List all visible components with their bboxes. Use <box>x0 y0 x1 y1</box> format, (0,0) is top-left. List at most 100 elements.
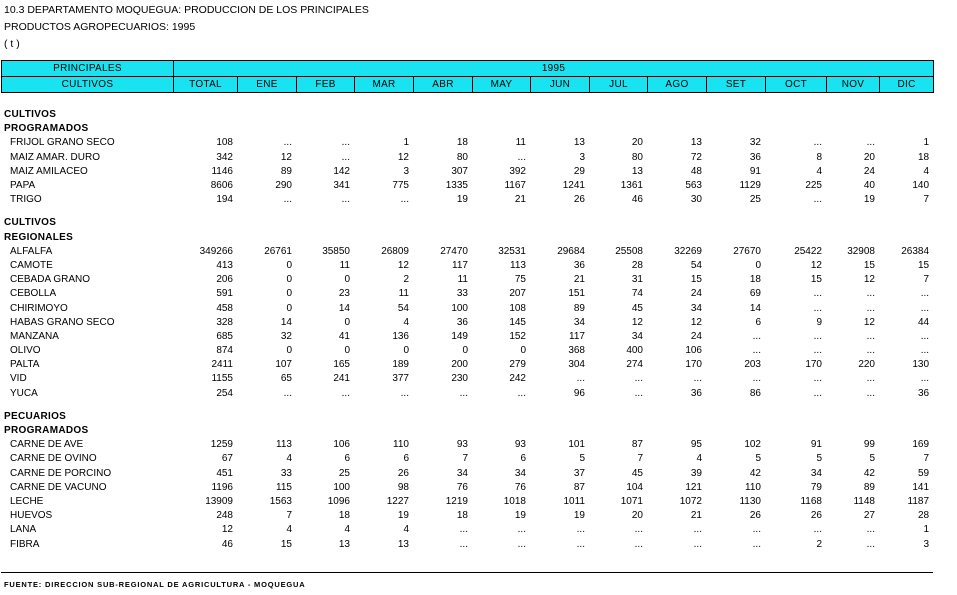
cell-set: 0 <box>755 259 761 271</box>
cell-set: 27670 <box>733 245 761 257</box>
cell-total: 248 <box>216 510 233 522</box>
cell-mar: ... <box>400 194 409 206</box>
cell-feb: 35850 <box>322 245 350 257</box>
section-heading-row: PROGRAMADOS <box>1 122 933 136</box>
table-row: CARNE DE AVE 1259 113 106 110 93 93 101 87 95 102 9… <box>1 438 933 452</box>
cell-dic: 130 <box>912 359 930 371</box>
cell-dic: 36 <box>917 387 930 399</box>
section-heading-row: CULTIVOS <box>1 216 933 230</box>
cell-ago: 54 <box>690 259 702 271</box>
cell-mar: 136 <box>392 330 409 342</box>
cell-set: ... <box>752 330 761 342</box>
cell-oct: 91 <box>810 439 822 451</box>
cell-total: 328 <box>216 316 233 328</box>
cell-ene: 0 <box>286 345 292 357</box>
cell-dic: 28 <box>917 510 930 522</box>
cell-jul: 274 <box>626 359 643 371</box>
cell-oct: ... <box>813 345 822 357</box>
cell-jul: ... <box>634 387 643 399</box>
cell-nov: ... <box>866 330 875 342</box>
cell-set: 14 <box>749 302 761 314</box>
table-row: CARNE DE PORCINO 451 33 25 26 34 34 37 45 39 42 34 4… <box>1 467 933 481</box>
cell-nov: 20 <box>863 151 875 163</box>
cell-jun: 1011 <box>563 495 585 507</box>
cell-jul: 87 <box>631 439 643 451</box>
cell-dic: 1 <box>923 137 930 149</box>
cell-jul: ... <box>634 538 643 550</box>
cell-oct: ... <box>813 137 822 149</box>
cell-ene: 290 <box>275 180 292 192</box>
cell-mar: 1227 <box>386 495 409 507</box>
cell-mar: 12 <box>397 151 409 163</box>
cell-ene: ... <box>283 194 292 206</box>
cell-may: 108 <box>509 302 526 314</box>
cell-jul: 20 <box>631 510 643 522</box>
cell-total: 108 <box>216 137 233 149</box>
cell-ago: 4 <box>696 453 702 465</box>
cell-oct: 34 <box>810 467 822 479</box>
cell-may: 1167 <box>504 180 526 192</box>
cell-dic: 169 <box>912 439 930 451</box>
cell-abr: 11 <box>457 274 468 286</box>
cell-ago: ... <box>693 524 702 536</box>
header-cultivos: CULTIVOS <box>1 76 174 93</box>
cell-mar: 4 <box>403 524 409 536</box>
cell-feb: 41 <box>338 330 350 342</box>
cell-nov: ... <box>866 387 875 399</box>
table-row: CARNE DE OVINO 67 4 6 6 7 6 5 7 4 5 5 5 7 <box>1 452 933 466</box>
cell-total: 685 <box>216 330 233 342</box>
cell-may: 152 <box>509 330 526 342</box>
cell-nov: 12 <box>863 274 875 286</box>
cell-may: ... <box>517 387 526 399</box>
row-label: ALFALFA <box>10 245 53 257</box>
cell-abr: 19 <box>456 194 468 206</box>
table-title: 10.3 DEPARTAMENTO MOQUEGUA: PRODUCCION D… <box>4 4 369 16</box>
cell-jul: 1361 <box>620 180 643 192</box>
cell-abr: 27470 <box>440 245 468 257</box>
cell-mar: 11 <box>398 288 409 300</box>
cell-may: ... <box>517 524 526 536</box>
table-row: CEBADA GRANO 206 0 0 2 11 75 21 31 15 18 15 12 7 <box>1 273 933 287</box>
source-note: FUENTE: DIRECCION SUB-REGIONAL DE AGRICU… <box>4 580 306 589</box>
cell-dic: 7 <box>923 274 930 286</box>
header-col-set: SET <box>706 76 766 93</box>
cell-ene: 12 <box>280 151 292 163</box>
cell-total: 1146 <box>211 165 233 177</box>
table-unit: ( t ) <box>4 38 20 50</box>
header-col-ago: AGO <box>647 76 707 93</box>
cell-jul: 28 <box>631 259 643 271</box>
cell-oct: 26 <box>810 510 822 522</box>
cell-abr: 80 <box>456 151 468 163</box>
cell-dic: ... <box>920 373 930 385</box>
cell-may: 19 <box>514 510 526 522</box>
cell-jun: 26 <box>573 194 585 206</box>
cell-nov: 32908 <box>847 245 875 257</box>
cell-feb: 100 <box>333 481 350 493</box>
cell-ene: 15 <box>280 538 292 550</box>
cell-set: 1129 <box>739 180 761 192</box>
row-label: CEBOLLA <box>10 288 57 300</box>
cell-ene: 0 <box>286 302 292 314</box>
cell-oct: 1168 <box>800 495 822 507</box>
cell-jun: 151 <box>568 288 585 300</box>
cell-set: ... <box>752 538 761 550</box>
cell-ene: 1563 <box>269 495 292 507</box>
cell-total: 349266 <box>199 245 233 257</box>
header-year: 1995 <box>172 60 935 77</box>
cell-feb: 142 <box>333 165 350 177</box>
row-label: PALTA <box>10 359 40 371</box>
cell-oct: 2 <box>816 538 822 550</box>
cell-set: 69 <box>749 288 761 300</box>
cell-set: ... <box>752 373 761 385</box>
cell-may: ... <box>517 151 526 163</box>
cell-feb: 23 <box>338 288 350 300</box>
cell-jul: 25508 <box>615 245 643 257</box>
cell-oct: 79 <box>810 481 822 493</box>
row-label: CARNE DE PORCINO <box>10 467 112 479</box>
table-row: MAIZ AMAR. DURO 342 12... 12 80... 3 80 72 36 8 20… <box>1 151 933 165</box>
row-label: MANZANA <box>10 330 59 342</box>
cell-jun: 3 <box>579 151 585 163</box>
cell-may: 75 <box>514 274 526 286</box>
header-col-dic: DIC <box>878 76 935 93</box>
cell-set: 110 <box>745 481 761 493</box>
